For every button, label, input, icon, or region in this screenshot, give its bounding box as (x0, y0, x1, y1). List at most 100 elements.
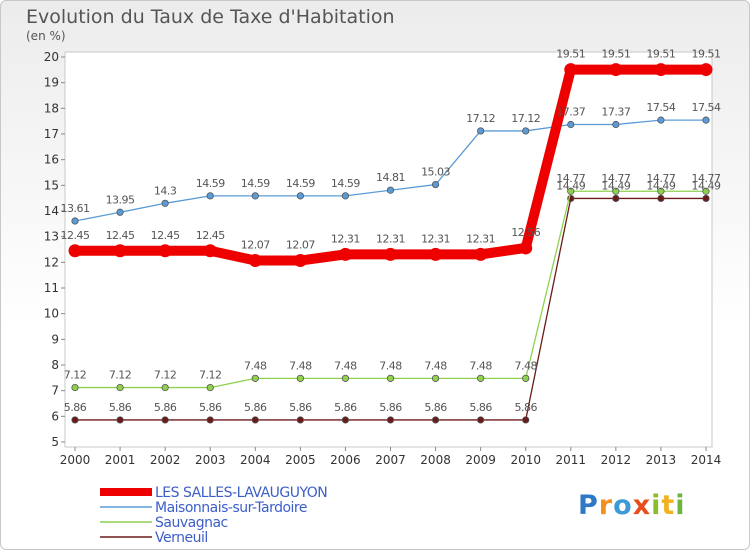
data-point (116, 416, 124, 424)
data-label: 5.86 (64, 401, 87, 414)
data-label: 19.51 (601, 48, 630, 61)
y-tick-label: 5 (51, 435, 59, 449)
data-label: 7.48 (469, 359, 492, 372)
proxiti-logo: Proxiti (578, 490, 686, 521)
x-tick-label: 2010 (510, 453, 541, 467)
y-tick-label: 14 (44, 204, 59, 218)
data-label: 17.37 (601, 106, 630, 119)
data-point (341, 374, 350, 382)
data-label: 14.49 (646, 179, 675, 192)
data-label: 12.07 (286, 239, 315, 252)
data-label: 5.86 (379, 401, 402, 414)
data-point (657, 194, 665, 203)
data-point (341, 192, 350, 200)
data-point (477, 127, 485, 135)
data-point (251, 374, 259, 382)
data-label: 5.86 (334, 401, 357, 414)
data-label: 12.45 (196, 229, 225, 242)
data-point (657, 116, 665, 124)
y-tick-label: 8 (51, 358, 59, 372)
data-label: 12.07 (241, 239, 270, 252)
series-maisonnais-sur-tardoire (71, 116, 710, 225)
data-label: 14.77 (556, 172, 585, 185)
x-tick-label: 2003 (195, 453, 226, 467)
series-layer (68, 63, 713, 424)
data-point (567, 187, 575, 195)
legend-label: Maisonnais-sur-Tardoire (155, 500, 307, 516)
data-label: 7.12 (199, 369, 222, 382)
data-point (519, 241, 533, 255)
x-tick-label: 2011 (556, 453, 587, 467)
data-label: 5.86 (109, 401, 132, 414)
data-label: 19.51 (646, 48, 675, 61)
data-label: 14.59 (196, 177, 225, 190)
y-tick-label: 12 (44, 255, 59, 269)
data-point (654, 63, 668, 77)
chart-title: Evolution du Taux de Taxe d'Habitation (26, 6, 395, 28)
data-point (206, 192, 214, 200)
data-point (522, 127, 530, 135)
data-point (386, 186, 395, 194)
data-point (68, 244, 82, 258)
data-point (293, 254, 307, 268)
data-point (702, 187, 710, 195)
data-label: 7.12 (109, 369, 132, 382)
y-tick-label: 11 (44, 281, 59, 295)
data-point (522, 374, 530, 382)
data-point (338, 247, 352, 261)
x-tick-label: 2007 (375, 453, 406, 467)
y-tick-label: 10 (44, 307, 59, 321)
data-point (116, 383, 124, 392)
x-tick-label: 2002 (150, 453, 181, 467)
data-label: 13.61 (61, 202, 90, 215)
data-label: 12.45 (106, 229, 135, 242)
x-tick-label: 2014 (691, 453, 722, 467)
series-les-salles-lavauguyon (68, 63, 713, 268)
data-label: 14.77 (601, 172, 630, 185)
data-label: 5.86 (154, 401, 177, 414)
x-tick-label: 2004 (240, 453, 271, 467)
data-label: 14.3 (154, 184, 177, 197)
series-sauvagnac (71, 187, 710, 392)
y-tick-label: 9 (51, 332, 59, 346)
x-tick-label: 2012 (601, 453, 632, 467)
data-point (474, 247, 488, 261)
data-label: 5.86 (424, 401, 447, 414)
data-point (431, 374, 440, 382)
data-point (567, 120, 575, 129)
y-tick-label: 6 (51, 409, 59, 423)
data-label: 14.49 (556, 179, 585, 192)
data-point (522, 416, 530, 424)
legend-label: Sauvagnac (155, 515, 228, 531)
data-label: 12.45 (151, 229, 180, 242)
data-label: 14.77 (692, 172, 721, 185)
data-point (71, 416, 79, 424)
y-tick-label: 18 (44, 101, 59, 115)
data-label: 7.48 (289, 359, 312, 372)
data-label: 17.54 (692, 101, 721, 114)
data-label: 7.48 (334, 359, 357, 372)
data-point (384, 247, 397, 261)
data-point (612, 194, 620, 203)
data-point (386, 374, 395, 382)
data-point (341, 416, 350, 424)
data-point (248, 254, 262, 268)
data-label: 5.86 (199, 401, 222, 414)
data-point (612, 187, 620, 195)
data-label: 7.48 (424, 359, 447, 372)
data-labels: 5.86 5.86 5.86 5.86 5.86 5.86 5.86 5.86 5.86 5.86… (61, 48, 722, 414)
data-point (564, 63, 578, 77)
data-point (702, 116, 710, 124)
data-label: 5.86 (289, 401, 312, 414)
data-point (161, 383, 169, 392)
data-label: 14.59 (286, 177, 315, 190)
data-label: 17.37 (556, 106, 585, 119)
data-label: 17.12 (511, 112, 540, 125)
data-label: 19.51 (556, 48, 585, 61)
data-label: 12.45 (61, 229, 90, 242)
data-point (161, 199, 169, 207)
data-point (251, 192, 259, 200)
data-point (386, 416, 395, 424)
data-label: 12.31 (376, 232, 405, 245)
